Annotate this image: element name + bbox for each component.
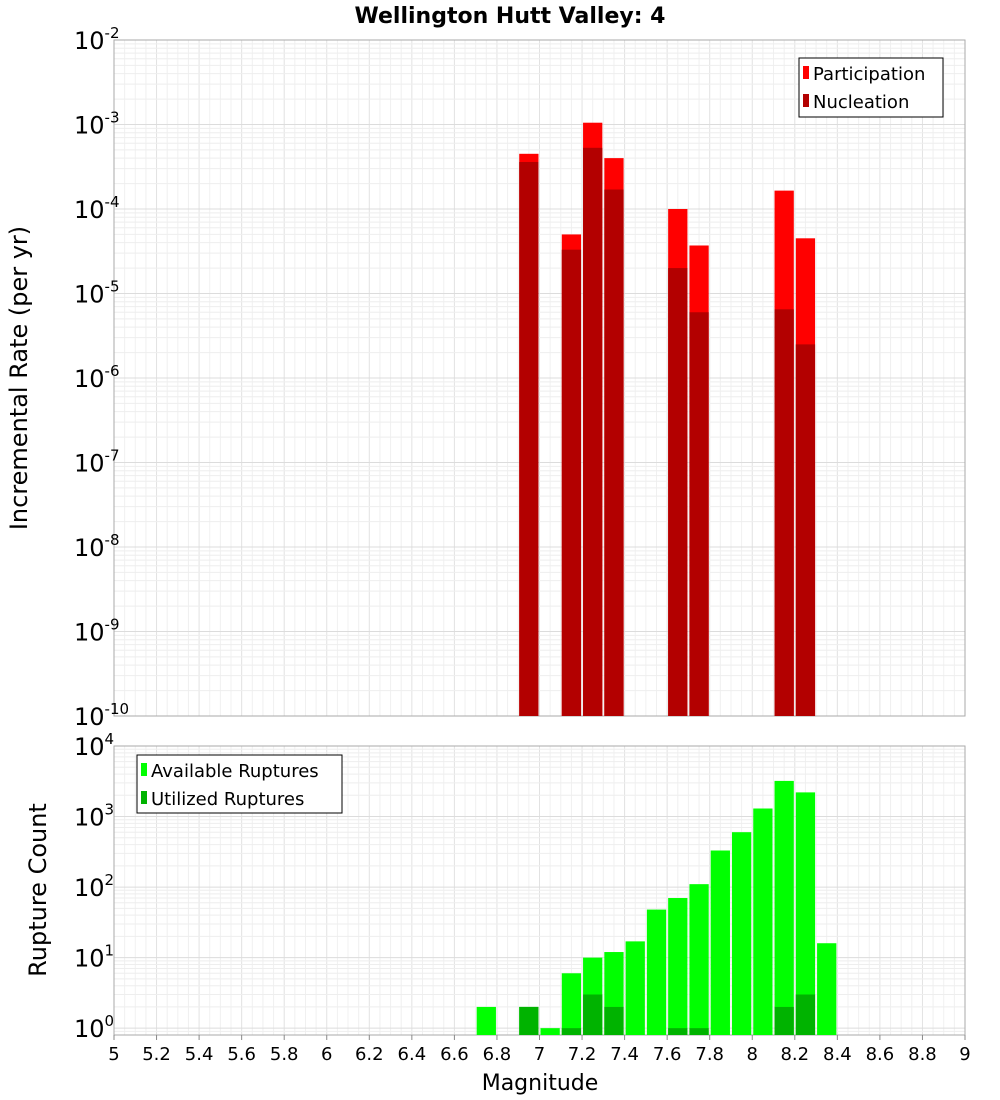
x-tick-label: 6.8 <box>483 1044 512 1065</box>
top-y-ticks: 10-10 10-9 10-8 10-7 10-6 10-5 10-4 10-3 10-2 <box>74 24 129 731</box>
nucleation-bar <box>689 312 709 716</box>
bottom-bars <box>476 780 837 1035</box>
utilized-ruptures-bar <box>774 1006 794 1035</box>
available-ruptures-bar <box>646 909 667 1035</box>
nucleation-bar <box>604 189 624 716</box>
x-axis-label: Magnitude <box>482 1071 599 1096</box>
x-tick-label: 8.8 <box>908 1044 937 1065</box>
y-tick-label: 103 <box>74 801 114 832</box>
utilized-ruptures-legend-label: Utilized Ruptures <box>151 789 304 810</box>
utilized-ruptures-bar <box>561 1028 582 1035</box>
x-tick-label: 7.8 <box>695 1044 724 1065</box>
utilized-ruptures-bar <box>689 1028 709 1035</box>
available-ruptures-bar <box>774 780 794 1035</box>
available-ruptures-legend-swatch <box>141 763 147 776</box>
y-tick-label: 10-3 <box>74 109 120 140</box>
x-tick-label: 5.4 <box>185 1044 214 1065</box>
x-tick-label: 8 <box>747 1044 758 1065</box>
available-ruptures-bar <box>731 832 752 1035</box>
x-tick-label: 7.2 <box>568 1044 597 1065</box>
y-tick-label: 10-6 <box>74 362 120 393</box>
bottom-legend-box <box>136 754 343 814</box>
top-legend: Participation Nucleation <box>798 57 944 118</box>
available-ruptures-bar <box>795 792 816 1035</box>
utilized-ruptures-legend-swatch <box>141 791 147 804</box>
nucleation-legend-label: Nucleation <box>813 92 909 113</box>
x-tick-label: 5 <box>108 1044 119 1065</box>
participation-legend-label: Participation <box>813 64 925 85</box>
available-ruptures-bar <box>817 943 837 1035</box>
bottom-y-axis-label: Rupture Count <box>24 803 52 977</box>
utilized-ruptures-bar <box>583 994 603 1035</box>
x-tick-label: 6.2 <box>355 1044 384 1065</box>
x-tick-label: 9 <box>959 1044 970 1065</box>
nucleation-bar <box>668 268 688 716</box>
x-tick-label: 7 <box>534 1044 545 1065</box>
y-tick-label: 102 <box>74 871 114 902</box>
available-ruptures-bar <box>476 1006 496 1035</box>
y-tick-label: 100 <box>74 1012 114 1043</box>
y-tick-label: 10-7 <box>74 447 120 478</box>
x-tick-label: 5.8 <box>270 1044 299 1065</box>
y-tick-label: 10-5 <box>74 278 120 309</box>
top-y-axis-label: Incremental Rate (per yr) <box>5 226 33 530</box>
available-ruptures-bar <box>625 941 645 1035</box>
top-bars <box>519 122 816 717</box>
x-tick-label: 7.6 <box>653 1044 682 1065</box>
y-tick-label: 10-8 <box>74 531 120 562</box>
available-ruptures-legend-label: Available Ruptures <box>151 761 319 782</box>
x-tick-label: 7.4 <box>610 1044 639 1065</box>
x-tick-label: 5.6 <box>227 1044 256 1065</box>
x-tick-label: 8.6 <box>866 1044 895 1065</box>
nucleation-bar <box>561 249 582 716</box>
utilized-ruptures-bar <box>519 1006 539 1035</box>
utilized-ruptures-bar <box>604 1006 624 1035</box>
available-ruptures-bar <box>710 850 730 1035</box>
x-tick-label: 6.4 <box>398 1044 427 1065</box>
bottom-legend: Available Ruptures Utilized Ruptures <box>136 754 343 814</box>
nucleation-bar <box>774 309 794 716</box>
x-tick-label: 6 <box>321 1044 332 1065</box>
nucleation-bar <box>583 147 603 716</box>
y-tick-label: 10-9 <box>74 616 120 647</box>
top-grid <box>113 39 966 717</box>
y-tick-label: 101 <box>74 942 114 973</box>
nucleation-bar <box>519 161 539 716</box>
bottom-y-ticks: 100 101 102 103 104 <box>74 730 114 1043</box>
nucleation-legend-swatch <box>803 94 809 107</box>
available-ruptures-bar <box>540 1028 560 1035</box>
y-tick-label: 10-10 <box>74 700 129 731</box>
y-tick-label: 10-4 <box>74 193 120 224</box>
x-ticks: 5 5.2 5.4 5.6 5.8 6 6.2 6.4 6.6 6.8 7 7.2 7.4 7.6 7.8 8… <box>108 1035 971 1065</box>
top-legend-box <box>798 57 944 118</box>
utilized-ruptures-bar <box>668 1028 688 1035</box>
available-ruptures-bar <box>689 884 709 1035</box>
nucleation-bar <box>795 344 816 716</box>
chart-title: Wellington Hutt Valley: 4 <box>355 4 666 29</box>
available-ruptures-bar <box>561 973 582 1035</box>
y-tick-label: 10-2 <box>74 24 120 55</box>
y-tick-label: 104 <box>74 730 114 761</box>
x-tick-label: 8.4 <box>823 1044 852 1065</box>
top-plot-frame <box>113 39 966 717</box>
x-tick-label: 5.2 <box>142 1044 171 1065</box>
available-ruptures-bar <box>668 898 688 1035</box>
x-tick-label: 6.6 <box>440 1044 469 1065</box>
available-ruptures-bar <box>753 808 773 1035</box>
x-tick-label: 8.2 <box>780 1044 809 1065</box>
utilized-ruptures-bar <box>795 994 816 1035</box>
participation-legend-swatch <box>803 66 809 79</box>
